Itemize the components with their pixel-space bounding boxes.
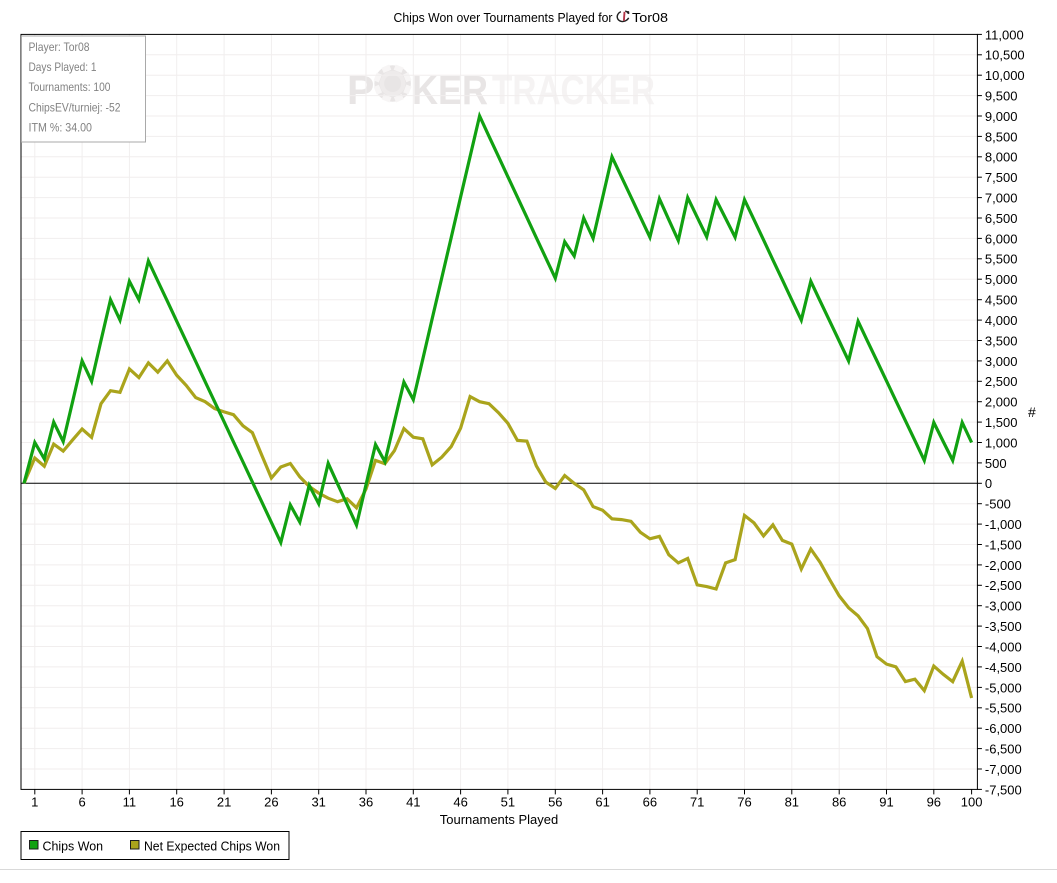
svg-text:61: 61: [595, 795, 609, 810]
svg-text:Tor08: Tor08: [632, 10, 668, 25]
svg-text:TRACKER: TRACKER: [492, 67, 655, 113]
svg-text:-5,500: -5,500: [985, 701, 1022, 716]
svg-text:-1,500: -1,500: [985, 537, 1022, 552]
svg-text:26: 26: [264, 795, 278, 810]
svg-text:6: 6: [78, 795, 85, 810]
svg-text:-5,000: -5,000: [985, 680, 1022, 695]
svg-text:5,500: 5,500: [985, 252, 1018, 267]
svg-text:51: 51: [501, 795, 515, 810]
svg-text:41: 41: [406, 795, 420, 810]
svg-text:86: 86: [832, 795, 846, 810]
svg-text:Tournaments: 100: Tournaments: 100: [29, 80, 111, 94]
svg-text:ITM %: 34.00: ITM %: 34.00: [29, 120, 93, 134]
svg-text:9,500: 9,500: [985, 89, 1018, 104]
svg-text:1: 1: [31, 795, 38, 810]
svg-text:-2,000: -2,000: [985, 558, 1022, 573]
svg-text:-1,000: -1,000: [985, 517, 1022, 532]
svg-text:-3,000: -3,000: [985, 599, 1022, 614]
svg-text:36: 36: [359, 795, 373, 810]
svg-text:6,500: 6,500: [985, 211, 1018, 226]
svg-text:500: 500: [985, 456, 1007, 471]
svg-text:3,000: 3,000: [985, 354, 1018, 369]
svg-text:11: 11: [123, 795, 137, 810]
svg-text:-4,500: -4,500: [985, 660, 1022, 675]
svg-text:-7,500: -7,500: [985, 782, 1022, 797]
svg-text:3,500: 3,500: [985, 333, 1018, 348]
svg-text:#: #: [1028, 404, 1036, 420]
svg-text:1,500: 1,500: [985, 415, 1018, 430]
svg-text:11,000: 11,000: [985, 27, 1024, 42]
svg-text:7,500: 7,500: [985, 170, 1018, 185]
svg-text:1,000: 1,000: [985, 435, 1018, 450]
svg-text:21: 21: [217, 795, 231, 810]
svg-text:Player: Tor08: Player: Tor08: [29, 40, 90, 54]
svg-text:66: 66: [643, 795, 657, 810]
svg-text:8,000: 8,000: [985, 150, 1018, 165]
svg-text:9,000: 9,000: [985, 109, 1018, 124]
svg-text:96: 96: [927, 795, 941, 810]
svg-text:-4,000: -4,000: [985, 639, 1022, 654]
svg-text:4,500: 4,500: [985, 293, 1018, 308]
svg-text:16: 16: [169, 795, 183, 810]
svg-text:76: 76: [737, 795, 751, 810]
svg-text:Chips Won over Tournaments Pla: Chips Won over Tournaments Played for: [394, 10, 614, 25]
svg-text:4,000: 4,000: [985, 313, 1018, 328]
svg-text:P: P: [347, 67, 374, 113]
svg-text:31: 31: [311, 795, 325, 810]
svg-text:2,000: 2,000: [985, 395, 1018, 410]
svg-text:0: 0: [985, 476, 992, 491]
svg-text:ChipsEV/turniej: -52: ChipsEV/turniej: -52: [29, 100, 121, 114]
svg-text:-6,500: -6,500: [985, 742, 1022, 757]
svg-text:2,500: 2,500: [985, 374, 1018, 389]
svg-text:56: 56: [548, 795, 562, 810]
svg-text:-500: -500: [985, 497, 1011, 512]
svg-text:6,000: 6,000: [985, 231, 1018, 246]
svg-text:-7,000: -7,000: [985, 762, 1022, 777]
svg-text:Days Played: 1: Days Played: 1: [29, 60, 97, 74]
svg-text:91: 91: [879, 795, 893, 810]
svg-text:Chips Won: Chips Won: [43, 839, 104, 854]
svg-text:10,500: 10,500: [985, 48, 1025, 63]
svg-text:Tournaments Played: Tournaments Played: [440, 812, 559, 827]
svg-text:46: 46: [453, 795, 467, 810]
svg-text:-3,500: -3,500: [985, 619, 1022, 634]
svg-text:5,000: 5,000: [985, 272, 1018, 287]
svg-text:100: 100: [961, 795, 983, 810]
svg-text:7,000: 7,000: [985, 191, 1018, 206]
svg-text:-6,000: -6,000: [985, 721, 1022, 736]
svg-text:8,500: 8,500: [985, 129, 1018, 144]
svg-text:Net Expected Chips Won: Net Expected Chips Won: [144, 839, 280, 854]
svg-text:KER: KER: [412, 67, 488, 113]
svg-text:81: 81: [785, 795, 799, 810]
svg-text:71: 71: [690, 795, 704, 810]
svg-text:10,000: 10,000: [985, 68, 1025, 83]
svg-text:-2,500: -2,500: [985, 578, 1022, 593]
